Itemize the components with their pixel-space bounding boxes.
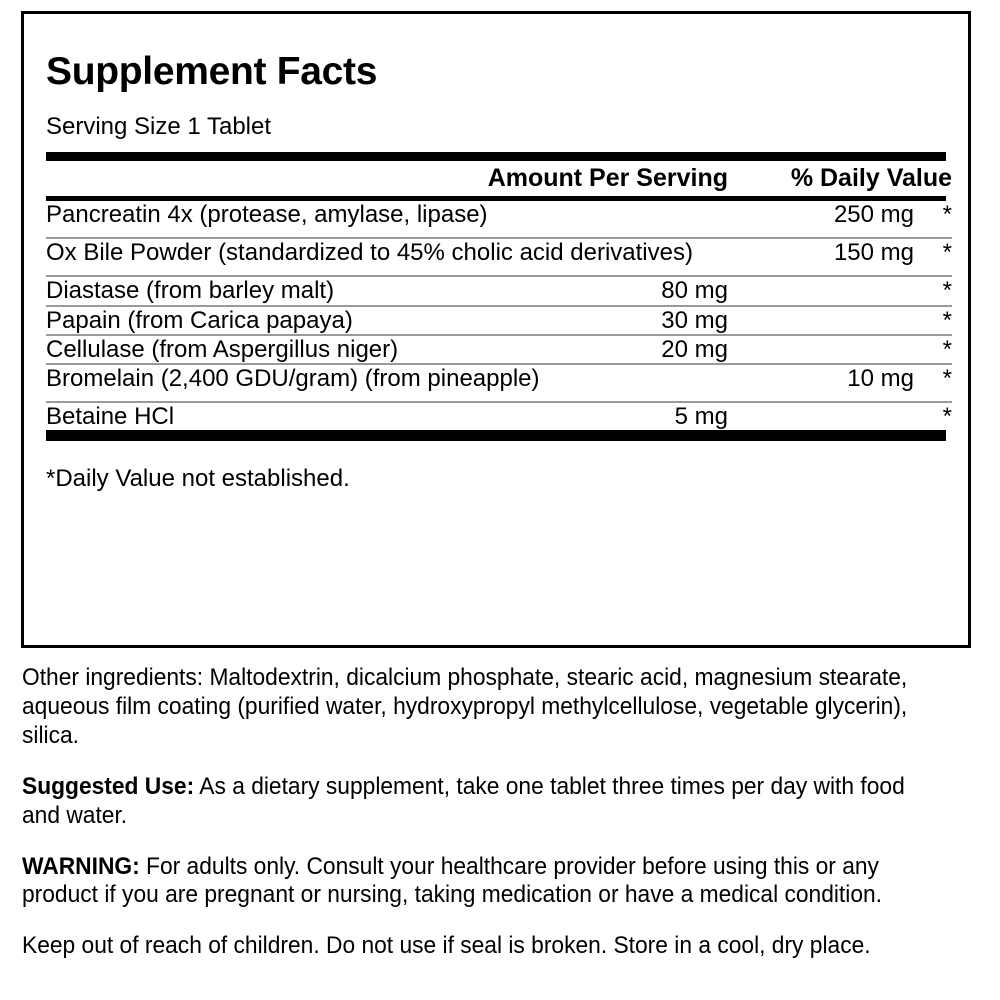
table-row: Betaine HCl 5 mg *: [46, 403, 952, 430]
ingredient-daily-value: *: [942, 239, 952, 267]
separator-line: [46, 362, 952, 365]
row-separator-cell: [46, 237, 952, 240]
warning-text: For adults only. Consult your healthcare…: [22, 852, 883, 909]
table-header-row: Amount Per Serving % Daily Value: [46, 161, 952, 196]
ingredient-daily-value: *: [942, 335, 952, 363]
nutrition-table: Amount Per Serving % Daily Value: [46, 161, 952, 196]
ingredient-rows: Pancreatin 4x (protease, amylase, lipase…: [46, 201, 952, 430]
separator-line: [46, 275, 952, 278]
label-body-copy: Other ingredients: Maltodextrin, dicalci…: [22, 664, 915, 961]
ingredient-name: Betaine HCl: [46, 402, 175, 430]
rule-under-header: [46, 196, 946, 202]
ingredient-name: Diastase (from barley malt): [46, 277, 335, 305]
supplement-facts-panel: Supplement Facts Serving Size 1 Tablet A…: [21, 11, 971, 648]
row-separator: [46, 400, 952, 403]
warning-label: WARNING:: [22, 852, 140, 880]
ingredient-amount: 250 mg: [833, 201, 914, 229]
daily-value-footnote: *Daily Value not established.: [46, 465, 350, 493]
rule-thick-top: [46, 152, 946, 161]
row-separator-cell: [46, 333, 952, 336]
ingredient-name: Cellulase (from Aspergillus niger): [46, 335, 399, 363]
table-row: Pancreatin 4x (protease, amylase, lipase…: [46, 201, 952, 237]
ingredient-amount: 80 mg: [661, 277, 728, 305]
row-separator: [46, 275, 952, 278]
separator-line: [46, 333, 952, 336]
separator-line: [46, 237, 952, 240]
page-title: Supplement Facts: [46, 50, 378, 93]
ingredient-name: Papain (from Carica papaya): [46, 306, 353, 334]
row-separator-cell: [46, 400, 952, 403]
table-row: Bromelain (2,400 GDU/gram) (from pineapp…: [46, 365, 952, 401]
ingredient-amount: 5 mg: [674, 402, 728, 430]
ingredient-table: Pancreatin 4x (protease, amylase, lipase…: [46, 201, 952, 430]
suggested-use-label: Suggested Use:: [22, 772, 195, 800]
table-row: Ox Bile Powder (standardized to 45% chol…: [46, 239, 952, 275]
ingredient-daily-value: *: [942, 402, 952, 430]
table-body: Amount Per Serving % Daily Value: [46, 161, 952, 196]
table-row: Cellulase (from Aspergillus niger) 20 mg *: [46, 336, 952, 363]
row-separator: [46, 237, 952, 240]
ingredient-daily-value: *: [942, 306, 952, 334]
storage-paragraph: Keep out of reach of children. Do not us…: [22, 932, 871, 960]
ingredient-daily-value: *: [942, 364, 952, 392]
ingredient-name: Bromelain (2,400 GDU/gram) (from pineapp…: [46, 364, 540, 392]
ingredient-name: Ox Bile Powder (standardized to 45% chol…: [46, 239, 693, 267]
separator-line: [46, 400, 952, 403]
row-separator-cell: [46, 275, 952, 278]
row-separator-cell: [46, 362, 952, 365]
ingredient-daily-value: *: [942, 277, 952, 305]
row-separator: [46, 333, 952, 336]
spacer-cell: [728, 403, 914, 430]
row-separator-cell: [46, 304, 952, 307]
table-row: Diastase (from barley malt) 80 mg *: [46, 277, 952, 304]
row-separator: [46, 304, 952, 307]
spacer-cell: [728, 336, 914, 363]
table-row: Papain (from Carica papaya) 30 mg *: [46, 307, 952, 334]
other-ingredients-paragraph: Other ingredients: Maltodextrin, dicalci…: [22, 664, 908, 749]
warning-paragraph: WARNING: For adults only. Consult your h…: [22, 853, 915, 911]
ingredient-amount: 10 mg: [847, 364, 914, 392]
rule-thick-bottom: [46, 430, 946, 442]
header-percent-daily-value: % Daily Value: [790, 164, 953, 192]
ingredient-name: Pancreatin 4x (protease, amylase, lipase…: [46, 201, 488, 229]
row-separator: [46, 362, 952, 365]
separator-line: [46, 304, 952, 307]
spacer-cell: [728, 307, 914, 334]
spacer-cell: [728, 277, 914, 304]
suggested-use-text: As a dietary supplement, take one tablet…: [22, 772, 905, 829]
ingredient-amount: 30 mg: [661, 306, 728, 334]
suggested-use-paragraph: Suggested Use: As a dietary supplement, …: [22, 773, 915, 831]
serving-size-text: Serving Size 1 Tablet: [46, 113, 272, 140]
header-amount-per-serving: Amount Per Serving: [487, 164, 729, 192]
ingredient-daily-value: *: [942, 201, 952, 229]
ingredient-amount: 20 mg: [661, 335, 728, 363]
ingredient-amount: 150 mg: [833, 239, 914, 267]
